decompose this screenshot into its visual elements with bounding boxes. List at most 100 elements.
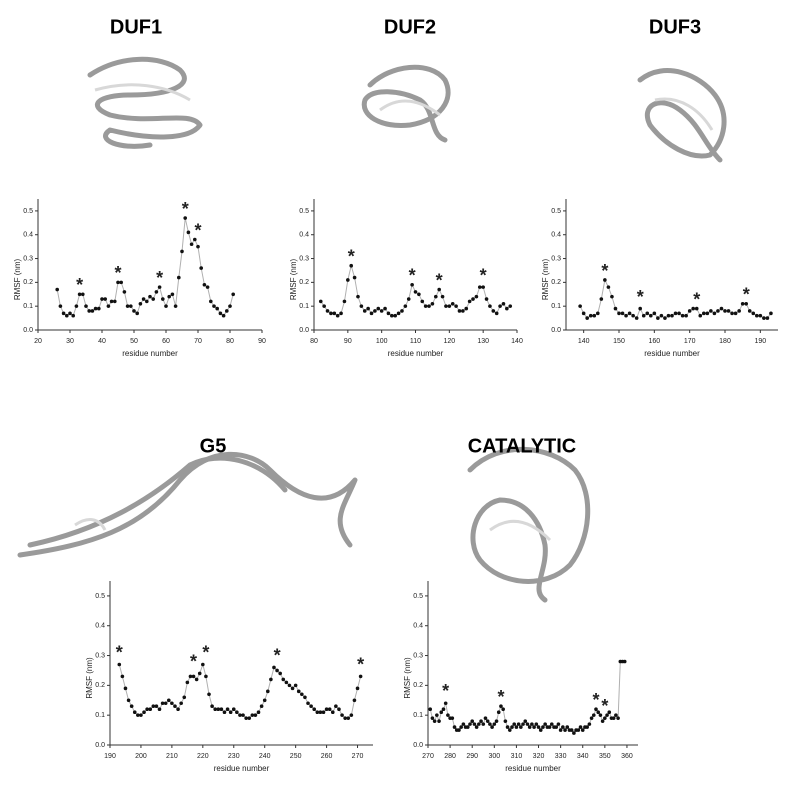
x-tick-label: 20 [34, 338, 42, 345]
data-point [755, 313, 759, 318]
data-point [607, 710, 612, 714]
data-point [322, 304, 326, 308]
data-point [74, 304, 79, 308]
data-point [212, 304, 216, 308]
data-point [514, 725, 519, 729]
data-point [342, 299, 347, 304]
data-point [543, 722, 547, 726]
peak-marker: * [743, 285, 750, 305]
data-point [501, 707, 505, 712]
peak-marker: * [592, 690, 599, 710]
peak-marker: * [480, 266, 487, 286]
data-point [68, 311, 72, 316]
data-point [369, 311, 374, 316]
data-point [561, 725, 565, 729]
data-point [138, 302, 143, 306]
data-point [594, 707, 598, 712]
x-tick-label: 230 [228, 753, 240, 760]
peak-marker: * [601, 696, 608, 716]
data-point [450, 716, 455, 720]
y-tick-label: 0.3 [95, 652, 105, 659]
data-point [712, 311, 717, 316]
data-point [281, 677, 286, 682]
structure-duf3 [637, 68, 727, 163]
data-point [585, 725, 589, 729]
data-point [501, 302, 506, 306]
data-point [123, 686, 128, 691]
data-point [335, 313, 340, 318]
data-point [474, 725, 479, 729]
x-tick-label: 80 [310, 338, 318, 345]
x-axis-label: residue number [644, 349, 700, 358]
data-point [572, 731, 576, 735]
data-point [610, 294, 614, 299]
data-point [465, 725, 470, 729]
data-point [396, 311, 401, 316]
data-point [530, 722, 534, 726]
y-tick-label: 0.1 [413, 712, 423, 719]
data-point [472, 722, 477, 726]
data-point [84, 304, 88, 308]
data-point [744, 302, 748, 306]
data-point [765, 316, 770, 320]
data-point [306, 701, 310, 706]
data-point [684, 313, 688, 318]
data-point [321, 710, 326, 714]
data-point [352, 275, 357, 280]
y-tick-label: 0.4 [551, 232, 561, 239]
data-point [332, 311, 337, 316]
data-point [428, 707, 433, 712]
data-point [494, 311, 499, 316]
data-point [379, 309, 384, 313]
data-point [622, 659, 627, 664]
data-point [547, 725, 552, 729]
x-tick-label: 290 [466, 753, 478, 760]
data-point [413, 290, 418, 294]
x-tick-label: 90 [258, 338, 266, 345]
data-point [726, 309, 731, 313]
y-tick-label: 0.1 [551, 303, 561, 310]
data-point [166, 698, 171, 703]
data-point [359, 304, 364, 308]
x-tick-label: 210 [166, 753, 178, 760]
data-point [596, 311, 600, 316]
data-point [470, 719, 475, 723]
y-tick-label: 0.1 [23, 303, 33, 310]
data-point [503, 719, 508, 723]
data-point [247, 716, 252, 720]
data-point [205, 285, 210, 289]
data-point [113, 299, 117, 304]
data-point [151, 704, 156, 709]
data-point [420, 299, 425, 304]
x-tick-label: 90 [344, 338, 352, 345]
data-point [300, 692, 304, 697]
data-point [284, 680, 289, 685]
data-point [393, 313, 398, 318]
data-point [512, 722, 517, 726]
data-point [141, 297, 146, 301]
data-point [161, 297, 165, 301]
data-point [204, 674, 208, 679]
peak-marker: * [76, 275, 83, 295]
data-point [309, 704, 313, 709]
y-tick-label: 0.3 [551, 255, 561, 262]
data-point [656, 316, 660, 320]
data-point [148, 707, 153, 712]
data-point [439, 710, 444, 714]
peak-marker: * [190, 651, 197, 671]
data-point [135, 311, 139, 316]
data-point [613, 306, 618, 311]
x-tick-label: 340 [577, 753, 589, 760]
data-point [352, 698, 357, 703]
data-point [617, 311, 621, 316]
data-point [188, 674, 193, 679]
data-point [521, 722, 525, 726]
data-point [437, 719, 441, 723]
x-tick-label: 190 [104, 753, 116, 760]
data-point [213, 707, 217, 712]
data-point [329, 311, 333, 316]
structure-duf2 [361, 64, 451, 143]
data-point [256, 710, 261, 714]
data-point [139, 713, 143, 717]
data-point [343, 716, 347, 720]
